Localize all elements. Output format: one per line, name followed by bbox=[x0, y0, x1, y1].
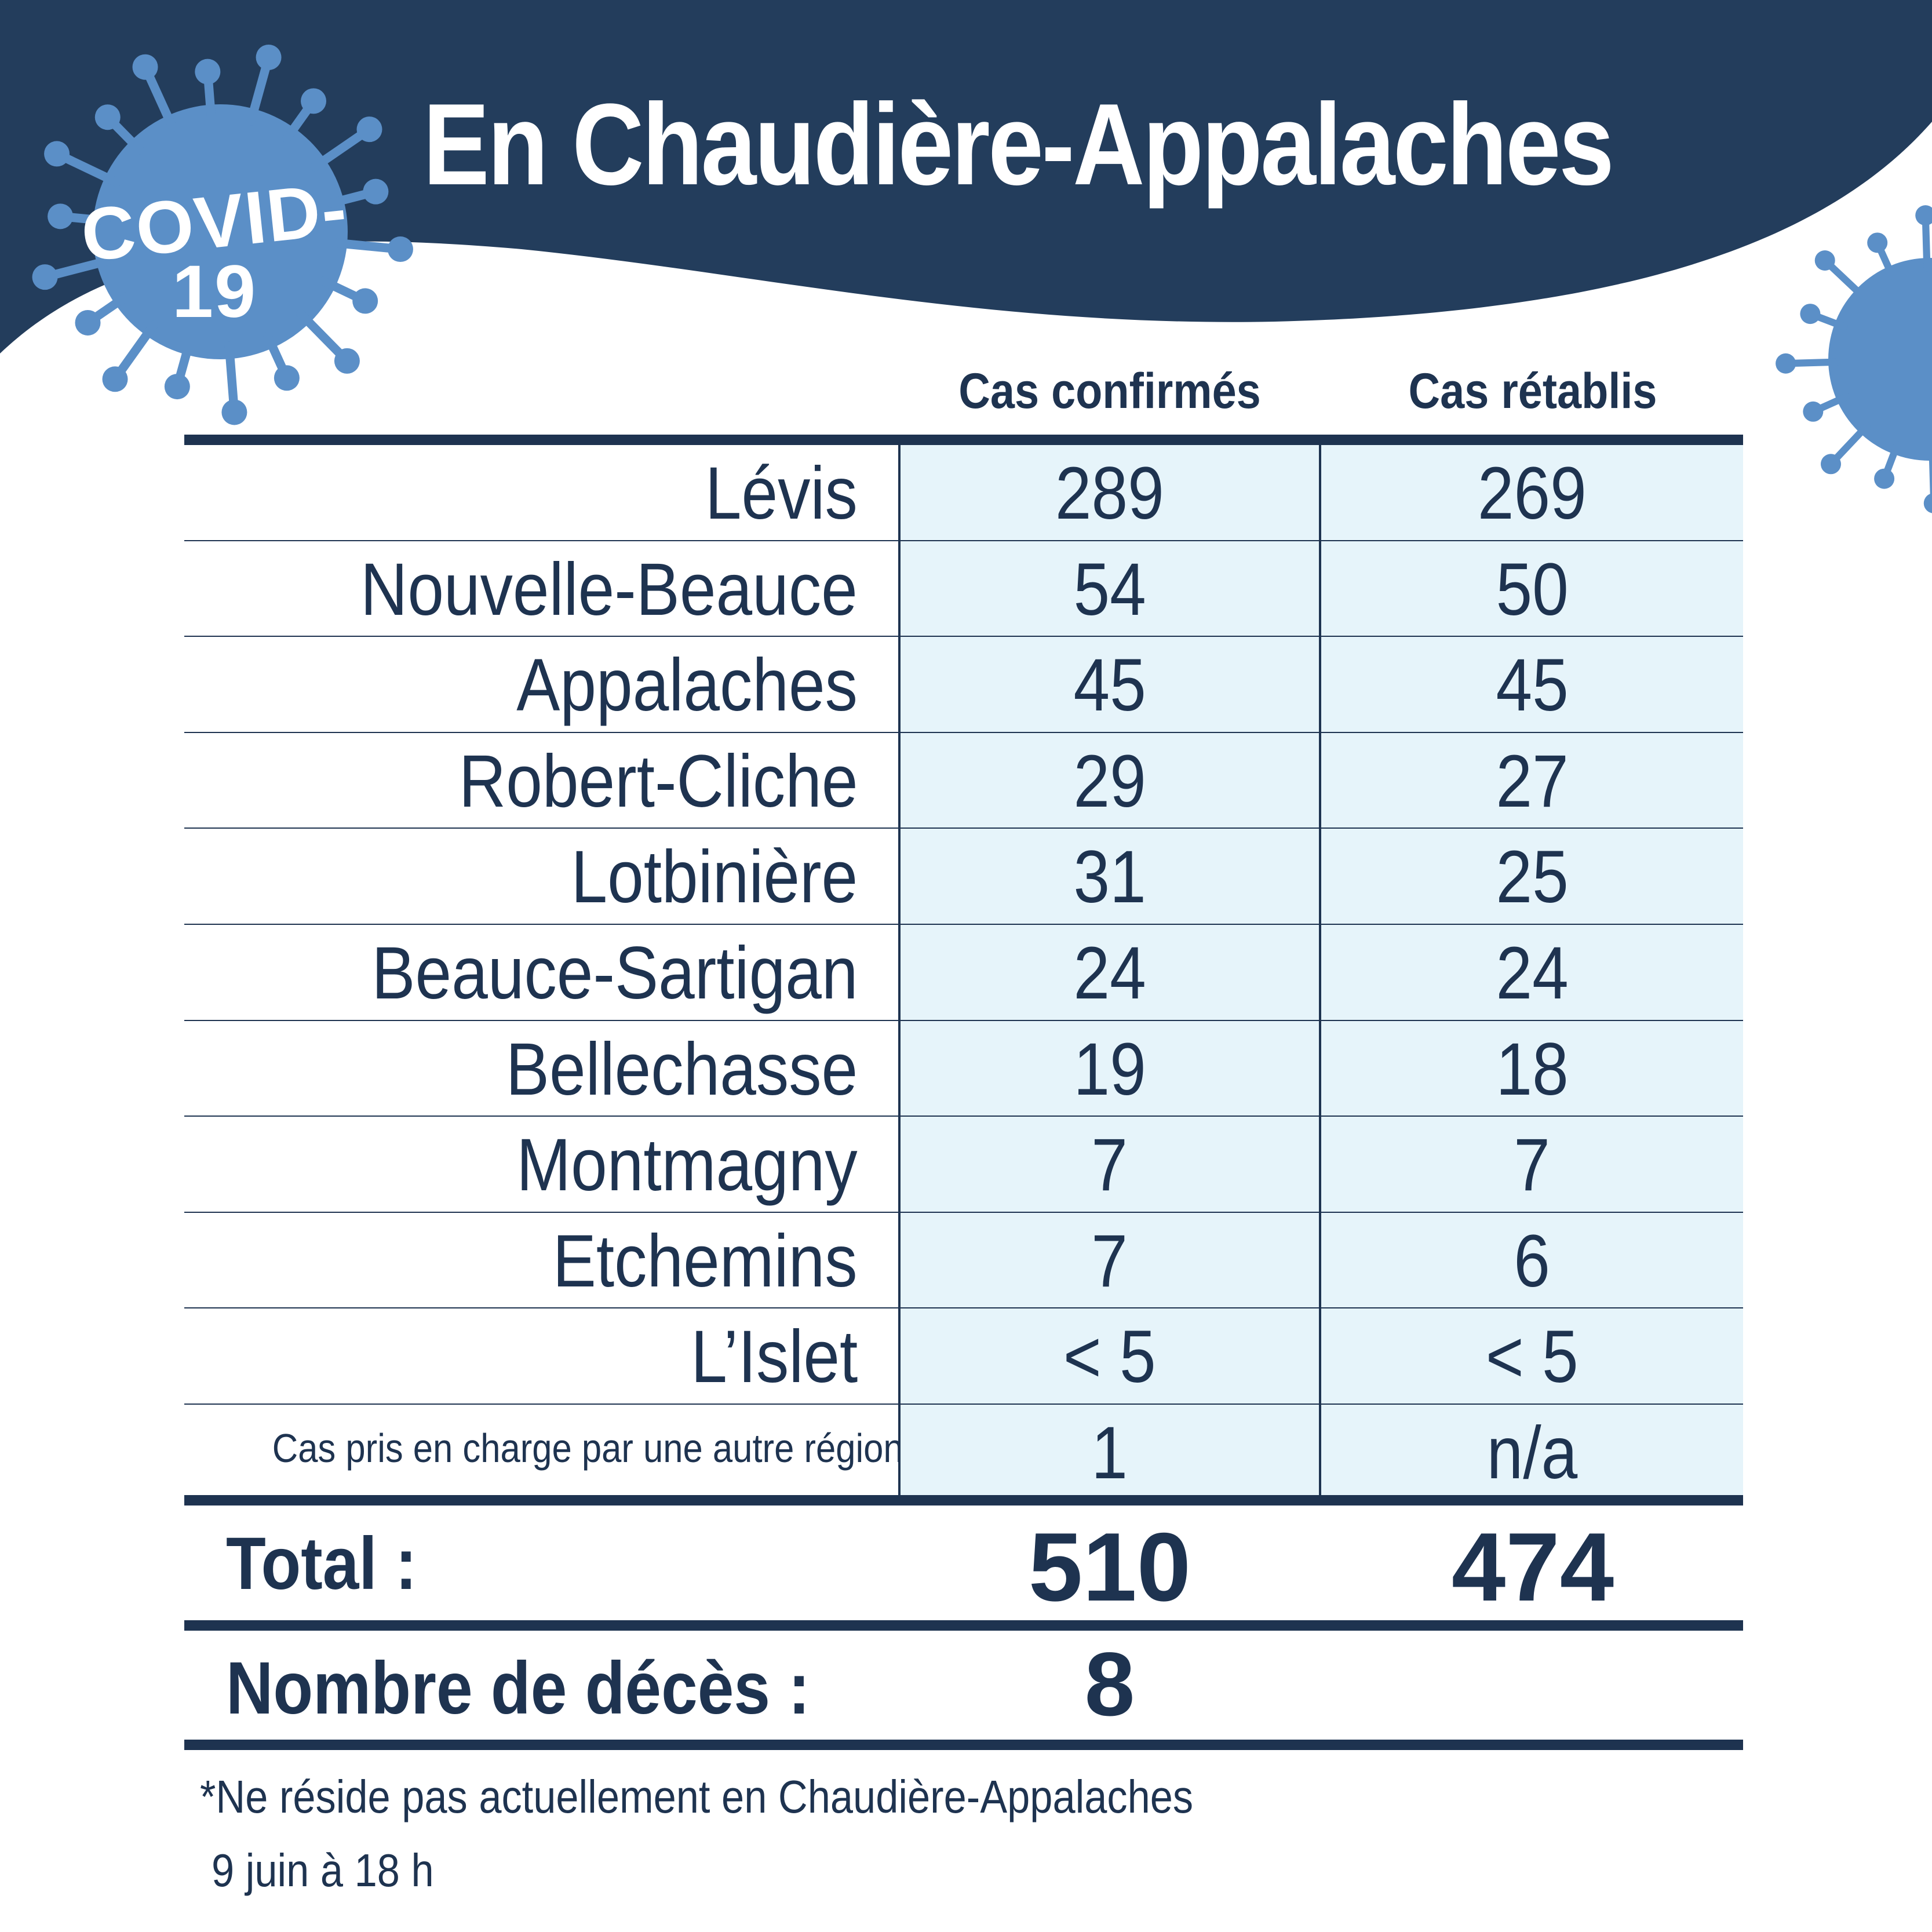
region-name: Cas pris en charge par une autre région* bbox=[184, 1405, 917, 1501]
column-header-confirmed: Cas confirmés bbox=[958, 363, 1261, 419]
confirmed-cases: 24 bbox=[898, 924, 1321, 1020]
region-name: Bellechasse bbox=[184, 1021, 898, 1116]
confirmed-cases-text: 289 bbox=[1055, 452, 1164, 535]
update-date: 9 juin à 18 h bbox=[212, 1844, 434, 1896]
region-name: Appalaches bbox=[184, 637, 898, 732]
recovered-cases: 45 bbox=[1321, 637, 1743, 732]
page-title: En Chaudière-Appalaches bbox=[423, 80, 1614, 209]
confirmed-cases-text: < 5 bbox=[1063, 1315, 1156, 1399]
region-name-text: Cas pris en charge par une autre région* bbox=[272, 1425, 917, 1471]
region-name: Lotbinière bbox=[184, 829, 898, 924]
table-row: Bellechasse 19 18 bbox=[184, 1020, 1743, 1117]
data-table: Lévis 289 269 Nouvelle-Beauce 54 50 Appalaches… bbox=[184, 445, 1743, 1501]
virus-badge-icon bbox=[32, 44, 413, 425]
confirmed-cases-text: 7 bbox=[1091, 1219, 1128, 1303]
region-name-text: Lotbinière bbox=[571, 836, 858, 919]
region-name-text: Beauce-Sartigan bbox=[371, 931, 858, 1015]
confirmed-cases-text: 19 bbox=[1073, 1027, 1146, 1111]
total-label: Total : bbox=[226, 1522, 417, 1605]
total-recovered: 474 bbox=[1451, 1512, 1614, 1621]
confirmed-cases: 54 bbox=[898, 541, 1321, 636]
table-row: Lévis 289 269 bbox=[184, 445, 1743, 541]
region-name: Montmagny bbox=[184, 1117, 898, 1212]
recovered-cases: 6 bbox=[1321, 1212, 1743, 1308]
confirmed-cases: < 5 bbox=[898, 1308, 1321, 1404]
confirmed-cases: 19 bbox=[898, 1020, 1321, 1116]
total-confirmed: 510 bbox=[1028, 1512, 1191, 1621]
recovered-cases-text: 18 bbox=[1496, 1027, 1569, 1111]
region-name-text: Bellechasse bbox=[505, 1027, 858, 1111]
confirmed-cases-text: 54 bbox=[1073, 548, 1146, 631]
table-rule-top bbox=[184, 435, 1743, 445]
table-rule-total bbox=[184, 1495, 1743, 1505]
table-rule-deaths bbox=[184, 1620, 1743, 1631]
confirmed-cases: 31 bbox=[898, 829, 1321, 924]
recovered-cases: n/a bbox=[1321, 1404, 1743, 1501]
confirmed-cases-text: 7 bbox=[1091, 1124, 1128, 1207]
table-row: Robert-Cliche 29 27 bbox=[184, 732, 1743, 829]
header-banner bbox=[0, 0, 1932, 353]
confirmed-cases-text: 24 bbox=[1073, 931, 1146, 1015]
region-name-text: Etchemins bbox=[553, 1219, 858, 1303]
deaths-label: Nombre de décès : bbox=[226, 1647, 810, 1730]
recovered-cases: 18 bbox=[1321, 1020, 1743, 1116]
recovered-cases-text: 269 bbox=[1478, 452, 1587, 535]
region-name-text: Robert-Cliche bbox=[458, 739, 858, 823]
region-name-text: Appalaches bbox=[516, 644, 858, 727]
recovered-cases: 25 bbox=[1321, 829, 1743, 924]
recovered-cases: 24 bbox=[1321, 924, 1743, 1020]
recovered-cases-text: < 5 bbox=[1486, 1315, 1579, 1399]
confirmed-cases-text: 45 bbox=[1073, 644, 1146, 727]
region-name-text: Nouvelle-Beauce bbox=[360, 548, 858, 631]
column-header-recovered: Cas rétablis bbox=[1408, 363, 1657, 419]
region-name-text: Montmagny bbox=[516, 1124, 858, 1207]
table-row: L’Islet < 5 < 5 bbox=[184, 1308, 1743, 1405]
confirmed-cases: 7 bbox=[898, 1117, 1321, 1212]
recovered-cases: 269 bbox=[1321, 445, 1743, 540]
recovered-cases: 7 bbox=[1321, 1117, 1743, 1212]
confirmed-cases-text: 1 bbox=[1091, 1411, 1128, 1494]
badge-line-2: 19 bbox=[172, 250, 257, 333]
table-row: Montmagny 7 7 bbox=[184, 1117, 1743, 1213]
table-row: Appalaches 45 45 bbox=[184, 637, 1743, 733]
recovered-cases-text: 50 bbox=[1496, 548, 1569, 631]
confirmed-cases: 1 bbox=[898, 1404, 1321, 1501]
recovered-cases: 27 bbox=[1321, 732, 1743, 828]
region-name: Beauce-Sartigan bbox=[184, 925, 898, 1020]
recovered-cases-text: 45 bbox=[1496, 644, 1569, 727]
recovered-cases-text: n/a bbox=[1486, 1411, 1578, 1494]
table-row: Etchemins 7 6 bbox=[184, 1212, 1743, 1309]
table-row: Nouvelle-Beauce 54 50 bbox=[184, 541, 1743, 637]
region-name: L’Islet bbox=[184, 1308, 898, 1404]
region-name-text: Lévis bbox=[705, 452, 858, 535]
table-row: Beauce-Sartigan 24 24 bbox=[184, 924, 1743, 1021]
table-rule-bottom bbox=[184, 1740, 1743, 1750]
table-row: Cas pris en charge par une autre région*… bbox=[184, 1404, 1743, 1501]
recovered-cases: 50 bbox=[1321, 541, 1743, 636]
confirmed-cases: 289 bbox=[898, 445, 1321, 540]
footnote: *Ne réside pas actuellement en Chaudière… bbox=[200, 1771, 1194, 1822]
virus-decor-icon bbox=[1776, 205, 1932, 513]
deaths-value: 8 bbox=[1084, 1634, 1135, 1735]
recovered-cases-text: 27 bbox=[1496, 739, 1569, 823]
region-name: Lévis bbox=[184, 445, 898, 540]
region-name: Etchemins bbox=[184, 1213, 898, 1308]
region-name: Nouvelle-Beauce bbox=[184, 541, 898, 636]
confirmed-cases: 29 bbox=[898, 732, 1321, 828]
recovered-cases-text: 7 bbox=[1514, 1124, 1551, 1207]
table-row: Lotbinière 31 25 bbox=[184, 829, 1743, 925]
confirmed-cases-text: 29 bbox=[1073, 739, 1146, 823]
recovered-cases-text: 25 bbox=[1496, 836, 1569, 919]
region-name: Robert-Cliche bbox=[184, 733, 898, 828]
confirmed-cases: 7 bbox=[898, 1212, 1321, 1308]
recovered-cases-text: 6 bbox=[1514, 1219, 1551, 1303]
recovered-cases-text: 24 bbox=[1496, 931, 1569, 1015]
confirmed-cases: 45 bbox=[898, 637, 1321, 732]
confirmed-cases-text: 31 bbox=[1073, 836, 1146, 919]
region-name-text: L’Islet bbox=[690, 1315, 858, 1399]
recovered-cases: < 5 bbox=[1321, 1308, 1743, 1404]
